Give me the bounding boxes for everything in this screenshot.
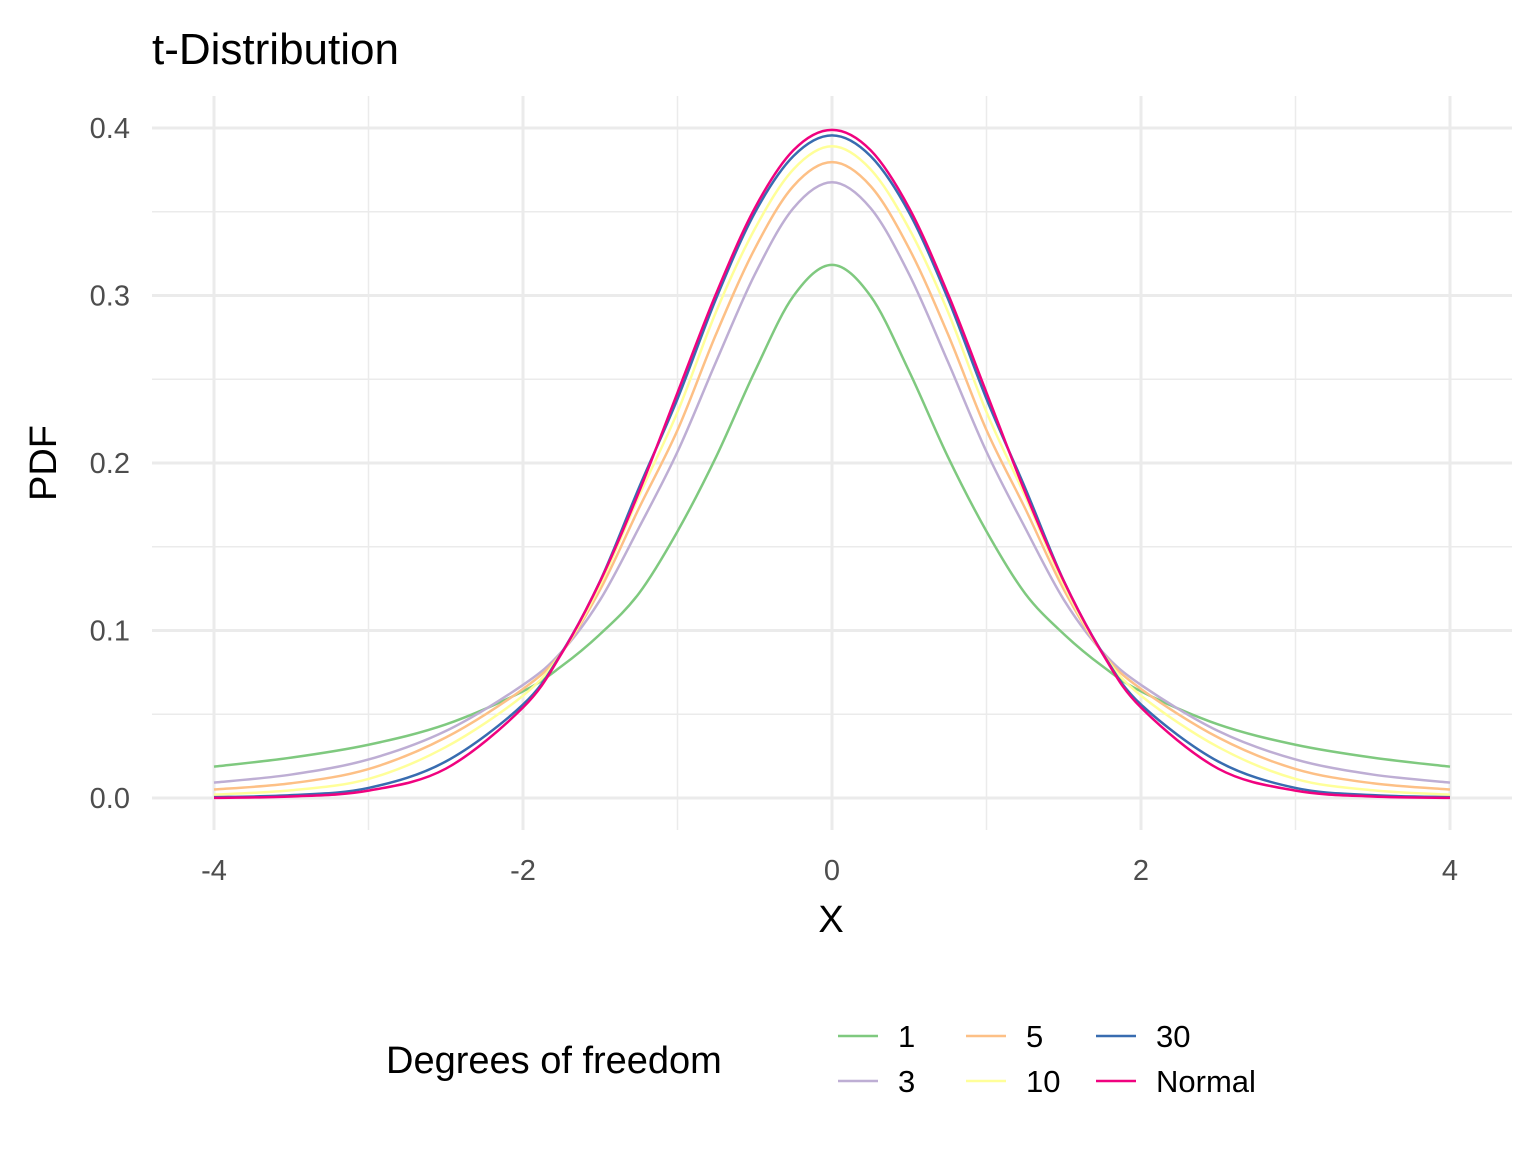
legend-label-1: 1 — [898, 1019, 915, 1054]
series-line-5 — [213, 160, 1451, 791]
legend-label-5: 5 — [1026, 1019, 1043, 1054]
series-line-10 — [213, 145, 1451, 796]
legend-title: Degrees of freedom — [386, 1040, 722, 1082]
y-tick-label: 0.0 — [90, 783, 130, 815]
legend: Degrees of freedom 1 3 5 10 30 Normal — [386, 1019, 1256, 1099]
y-axis-ticks: 0.0 0.1 0.2 0.3 0.4 — [90, 113, 130, 815]
chart-title: t-Distribution — [152, 25, 399, 74]
x-axis-ticks: -4 -2 0 2 4 — [201, 855, 1458, 887]
y-axis-label: PDF — [23, 425, 65, 501]
series-line-3 — [213, 181, 1451, 784]
series-line-30 — [213, 134, 1451, 799]
series-line-1 — [213, 263, 1451, 768]
series-line-normal — [213, 128, 1451, 800]
x-axis-label: X — [818, 899, 843, 941]
x-tick-label: 4 — [1442, 855, 1458, 887]
legend-label-normal: Normal — [1156, 1064, 1256, 1099]
x-tick-label: 0 — [824, 855, 840, 887]
legend-entries: 1 3 5 10 30 Normal — [838, 1019, 1256, 1099]
grid — [152, 96, 1512, 830]
legend-label-3: 3 — [898, 1064, 915, 1099]
y-tick-label: 0.4 — [90, 113, 130, 145]
legend-label-10: 10 — [1026, 1064, 1060, 1099]
x-tick-label: 2 — [1133, 855, 1149, 887]
y-tick-label: 0.3 — [90, 281, 130, 313]
y-tick-label: 0.2 — [90, 448, 130, 480]
y-tick-label: 0.1 — [90, 616, 130, 648]
series-lines — [213, 128, 1451, 800]
legend-label-30: 30 — [1156, 1019, 1190, 1054]
x-tick-label: -2 — [510, 855, 536, 887]
x-tick-label: -4 — [201, 855, 227, 887]
